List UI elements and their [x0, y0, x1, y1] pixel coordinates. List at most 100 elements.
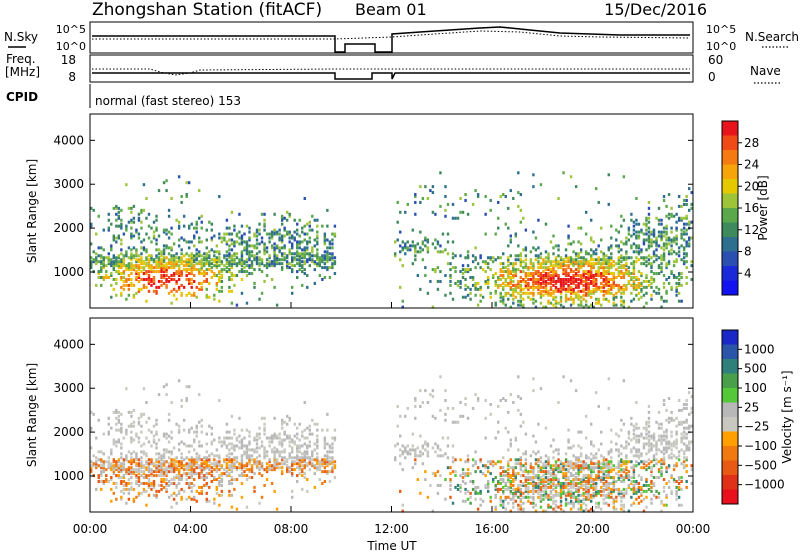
velocity-cell — [157, 474, 161, 478]
velocity-cell — [612, 481, 615, 485]
velocity-cell — [547, 456, 550, 460]
power-cell — [567, 258, 570, 262]
power-cell — [517, 268, 520, 272]
power-cell — [617, 260, 621, 264]
velocity-cell — [137, 476, 141, 480]
velocity-cell — [627, 483, 631, 487]
velocity-cell — [549, 468, 553, 472]
velocity-cell — [240, 466, 244, 470]
velocity-cell — [301, 456, 304, 460]
power-cell — [406, 248, 409, 252]
velocity-cell — [519, 487, 523, 491]
power-cell — [600, 266, 603, 270]
power-cell — [160, 250, 163, 254]
velocity-cell — [170, 478, 173, 482]
velocity-cell — [245, 464, 249, 468]
velocity-cell — [303, 400, 306, 404]
velocity-cell — [539, 479, 543, 483]
velocity-cell — [461, 468, 465, 472]
power-cell — [97, 214, 100, 218]
power-cell — [635, 246, 638, 250]
velocity-cell — [303, 458, 306, 462]
velocity-cell — [630, 476, 633, 480]
power-cell — [657, 256, 661, 260]
power-cell — [97, 272, 100, 276]
velocity-cell — [90, 460, 93, 464]
power-cell — [685, 252, 688, 256]
power-cell — [255, 242, 259, 246]
power-cell — [564, 272, 568, 276]
power-cell — [481, 260, 485, 264]
power-cell — [416, 242, 420, 246]
beam-label: Beam 01 — [355, 0, 427, 19]
power-cell — [486, 277, 490, 281]
velocity-cell — [587, 478, 590, 482]
power-cell — [230, 210, 234, 214]
velocity-cell — [507, 472, 510, 476]
velocity-cell — [160, 464, 163, 468]
power-cell — [622, 275, 626, 279]
power-cell — [328, 252, 332, 256]
velocity-cell — [542, 509, 545, 513]
velocity-cell — [534, 485, 538, 489]
power-cell — [424, 266, 427, 270]
power-cell — [225, 218, 229, 222]
velocity-cell — [499, 481, 502, 485]
velocity-cell — [544, 478, 548, 482]
power-cell — [182, 268, 186, 272]
velocity-cell — [597, 476, 600, 480]
velocity-cell — [595, 476, 598, 480]
power-cell — [195, 256, 198, 260]
power-cell — [333, 262, 337, 266]
power-cell — [303, 248, 306, 252]
power-cell — [557, 244, 560, 248]
power-cell — [552, 297, 555, 301]
velocity-cell — [502, 466, 505, 470]
power-cell — [155, 254, 158, 258]
velocity-cell — [557, 468, 560, 472]
power-cell — [431, 268, 435, 272]
velocity-cell — [519, 503, 523, 507]
power-cell — [117, 262, 121, 266]
power-cell — [605, 254, 608, 258]
power-cell — [185, 240, 188, 244]
velocity-cell — [592, 468, 595, 472]
velocity-cell — [564, 497, 568, 501]
power-cell — [685, 214, 688, 218]
power-cell — [215, 256, 219, 260]
power-cell — [522, 277, 525, 281]
power-cell — [632, 270, 636, 274]
power-cell — [627, 266, 631, 270]
velocity-cell — [162, 434, 166, 438]
power-cell — [243, 240, 246, 244]
power-cell — [660, 305, 663, 309]
power-cell — [572, 274, 575, 278]
velocity-cell — [579, 481, 583, 485]
power-cell — [670, 214, 673, 218]
velocity-cell — [100, 474, 103, 478]
power-cell — [680, 236, 683, 240]
velocity-cell — [90, 426, 93, 430]
velocity-cell — [592, 478, 595, 482]
velocity-cell — [167, 450, 171, 454]
velocity-cell — [595, 489, 598, 493]
power-cell — [532, 301, 535, 305]
velocity-cell — [107, 466, 110, 470]
power-cell — [579, 289, 583, 293]
velocity-cell — [100, 487, 103, 491]
power-cell — [110, 272, 113, 276]
power-cell — [572, 297, 575, 301]
power-cell — [316, 242, 319, 246]
power-cell — [682, 248, 686, 252]
velocity-cell — [449, 466, 452, 470]
velocity-cell — [223, 472, 226, 476]
power-cell — [248, 244, 251, 248]
power-cell — [250, 264, 254, 268]
power-cell — [328, 240, 332, 244]
power-cell — [499, 268, 502, 272]
velocity-cell — [172, 491, 176, 495]
power-cell — [650, 266, 653, 270]
velocity-cell — [404, 450, 407, 454]
velocity-cell — [240, 464, 244, 468]
velocity-cell — [208, 424, 211, 428]
